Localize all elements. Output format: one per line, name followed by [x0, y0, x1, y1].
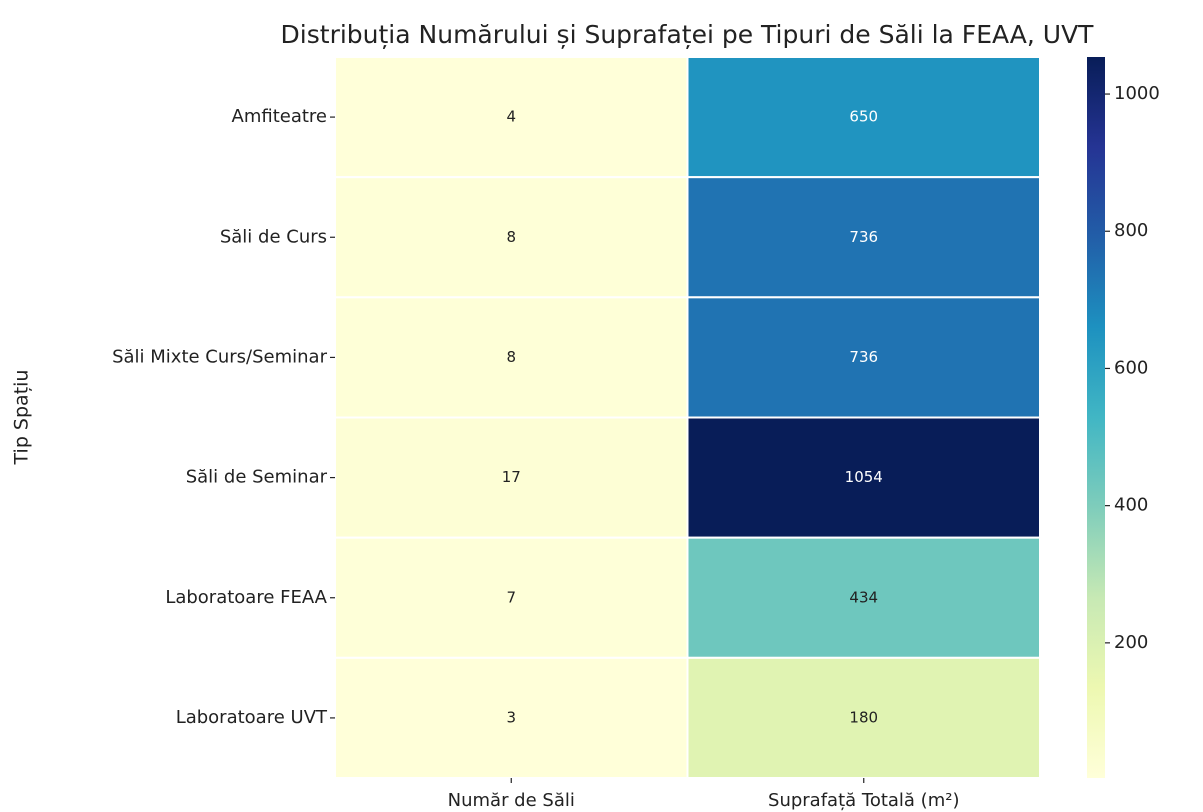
x-tick-label: Număr de Săli [448, 790, 575, 811]
cell-label: 3 [506, 708, 516, 726]
y-tick-label: Săli Mixte Curs/Seminar [112, 346, 328, 367]
colorbar-tick-label: 400 [1114, 495, 1148, 516]
heatmap-cell [686, 416, 1041, 539]
y-tick-label: Amfiteatre [232, 106, 327, 127]
cell-label: 650 [849, 108, 878, 126]
colorbar-tick-label: 200 [1114, 632, 1148, 653]
cell-label: 434 [849, 588, 878, 606]
y-tick-label: Săli de Curs [220, 226, 327, 247]
heatmap-cell [686, 656, 1041, 779]
heatmap-cell [686, 56, 1041, 179]
cell-label: 4 [506, 108, 516, 126]
chart-title: Distribuția Numărului și Suprafaței pe T… [281, 20, 1095, 49]
heatmap-cell [686, 536, 1041, 659]
cell-label: 736 [849, 228, 878, 246]
colorbar-tick-label: 600 [1114, 357, 1148, 378]
y-tick-label: Laboratoare FEAA [165, 587, 327, 608]
cell-label: 7 [506, 588, 516, 606]
colorbar-tick-label: 800 [1114, 220, 1148, 241]
cell-label: 17 [502, 468, 521, 486]
heatmap-cell [334, 176, 689, 299]
cell-label: 8 [506, 348, 516, 366]
x-tick-label: Suprafață Totală (m²) [768, 790, 959, 811]
heatmap-cell [334, 56, 689, 179]
cell-label: 8 [506, 228, 516, 246]
colorbar [1087, 57, 1105, 778]
colorbar-tick-label: 1000 [1114, 83, 1160, 104]
y-axis-label: Tip Spațiu [11, 370, 33, 466]
y-tick-label: Laboratoare UVT [176, 707, 328, 728]
cell-label: 180 [849, 708, 878, 726]
heatmap-cell [686, 296, 1041, 419]
cell-label: 1054 [845, 468, 883, 486]
heatmap-cell [686, 176, 1041, 299]
cell-label: 736 [849, 348, 878, 366]
y-tick-label: Săli de Seminar [186, 467, 328, 488]
heatmap-cell [334, 296, 689, 419]
